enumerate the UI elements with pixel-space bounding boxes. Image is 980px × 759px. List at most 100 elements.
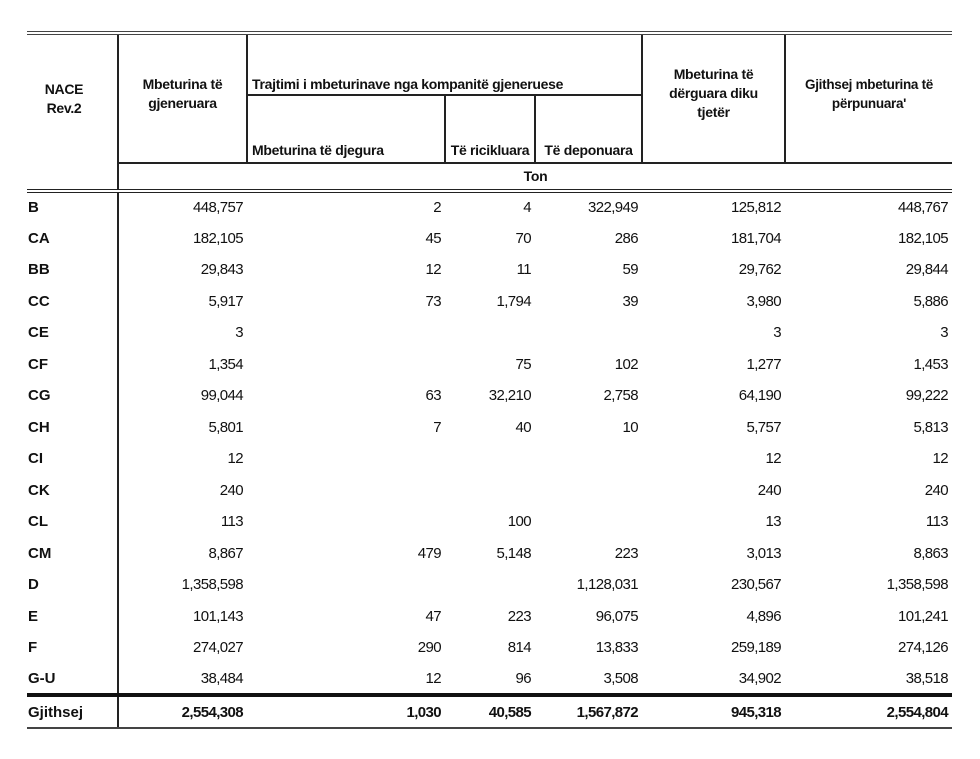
cell-recycled: 70 — [515, 229, 532, 247]
cell-burned — [247, 349, 445, 381]
cell-landfilled: 59 — [622, 261, 639, 279]
cell-generated: 101,143 — [117, 600, 247, 632]
cell-landfilled: 10 — [622, 418, 639, 436]
table-row: CA 182,105 45 70 286 181,704 182,105 — [27, 222, 952, 254]
cell-sent: 64,190 — [738, 387, 782, 405]
table-row: CG 99,044 63 32,210 2,758 64,190 99,222 — [27, 380, 952, 412]
cell-landfilled: 1,128,031 — [576, 576, 639, 594]
cell-burned: 2 — [433, 199, 441, 217]
cell-total: 8,863 — [913, 544, 949, 562]
cell-recycled — [445, 569, 535, 601]
row-code: CL — [28, 513, 48, 531]
cell-landfilled — [535, 443, 642, 475]
cell-burned — [247, 475, 445, 507]
row-code: CG — [28, 387, 51, 405]
cell-generated: 240 — [117, 474, 247, 506]
table-row: D 1,358,598 1,128,031 230,567 1,358,598 — [27, 569, 952, 601]
row-code: D — [28, 576, 39, 594]
cell-total: 1,453 — [913, 355, 949, 373]
cell-generated: 3 — [117, 317, 247, 349]
header-recycled: Të ricikluara — [444, 95, 535, 164]
cell-total: 12 — [932, 450, 949, 468]
header-nace: NACE Rev.2 — [27, 31, 118, 163]
cell-recycled — [445, 443, 535, 475]
cell-burned: 73 — [425, 292, 442, 310]
table-row: CK 240 240 240 — [27, 474, 952, 507]
header-treatment-group: Trajtimi i mbeturinave nga kompanitë gje… — [245, 31, 643, 96]
cell-recycled: 223 — [507, 607, 532, 625]
cell-landfilled: 1,567,872 — [535, 693, 643, 729]
cell-sent: 3,980 — [746, 292, 782, 310]
cell-generated: 5,917 — [117, 285, 247, 317]
total-row: Gjithsej 2,554,308 1,030 40,585 1,567,87… — [27, 693, 953, 729]
cell-sent: 181,704 — [730, 229, 782, 247]
cell-burned — [247, 443, 445, 475]
table-row: CF 1,354 75 102 1,277 1,453 — [27, 348, 952, 381]
cell-total: 1,358,598 — [886, 576, 949, 594]
cell-total: 182,105 — [897, 229, 949, 247]
cell-generated: 1,358,598 — [117, 569, 247, 601]
row-code: BB — [28, 261, 50, 279]
header-unit: Ton — [116, 163, 953, 193]
cell-landfilled — [535, 475, 642, 507]
row-code: CK — [28, 481, 50, 499]
cell-sent: 3,013 — [746, 544, 782, 562]
cell-sent: 34,902 — [738, 669, 782, 687]
table-row: CE 3 3 3 — [27, 317, 952, 349]
cell-recycled: 96 — [515, 669, 532, 687]
cell-total: 3 — [940, 324, 949, 342]
cell-landfilled — [535, 317, 642, 349]
cell-burned: 12 — [425, 669, 442, 687]
cell-recycled: 32,210 — [488, 387, 532, 405]
row-code: F — [28, 639, 38, 657]
cell-sent: 4,896 — [746, 607, 782, 625]
cell-total: 448,767 — [897, 199, 949, 217]
header-burned: Mbeturina të djegura — [246, 95, 445, 164]
cell-burned: 1,030 — [247, 693, 445, 729]
cell-recycled — [445, 475, 535, 507]
cell-total: 99,222 — [905, 387, 949, 405]
cell-total: 240 — [924, 481, 949, 499]
cell-recycled — [445, 317, 535, 349]
cell-landfilled — [535, 506, 642, 538]
cell-recycled: 40,585 — [445, 693, 535, 729]
cell-sent: 240 — [757, 481, 782, 499]
cell-burned: 45 — [425, 229, 442, 247]
cell-sent: 1,277 — [746, 355, 782, 373]
cell-total: 113 — [925, 513, 949, 531]
cell-recycled: 75 — [515, 355, 532, 373]
table-row: G-U 38,484 12 96 3,508 34,902 38,518 — [27, 663, 952, 695]
cell-burned: 479 — [417, 544, 442, 562]
cell-landfilled: 102 — [614, 355, 639, 373]
cell-generated: 29,843 — [117, 254, 247, 286]
header-total-processed: Gjithsej mbeturina të përpunuara' — [784, 31, 953, 164]
row-code: CC — [28, 292, 50, 310]
cell-total: 2,554,804 — [785, 693, 953, 729]
cell-landfilled: 13,833 — [595, 639, 639, 657]
row-code: Gjithsej — [27, 693, 118, 729]
table-row: CM 8,867 479 5,148 223 3,013 8,863 — [27, 537, 952, 569]
cell-burned: 7 — [433, 418, 441, 436]
table-row: F 274,027 290 814 13,833 259,189 274,126 — [27, 632, 952, 664]
cell-sent: 125,812 — [730, 199, 782, 217]
table-row: BB 29,843 12 11 59 29,762 29,844 — [27, 254, 952, 286]
cell-generated: 99,044 — [117, 380, 247, 412]
cell-total: 29,844 — [905, 261, 949, 279]
cell-generated: 12 — [117, 443, 247, 475]
row-code: G-U — [28, 669, 56, 687]
cell-total: 101,241 — [897, 607, 949, 625]
row-code: CM — [28, 544, 52, 562]
cell-generated: 274,027 — [117, 632, 247, 664]
header-landfilled: Të deponuara — [533, 95, 643, 164]
cell-generated: 182,105 — [117, 222, 247, 254]
cell-generated: 1,354 — [117, 348, 247, 380]
cell-recycled: 814 — [507, 639, 532, 657]
cell-sent: 945,318 — [642, 693, 786, 729]
cell-generated: 38,484 — [117, 663, 247, 695]
cell-sent: 29,762 — [738, 261, 782, 279]
cell-generated: 5,801 — [117, 411, 247, 443]
cell-recycled: 4 — [523, 199, 531, 217]
cell-burned — [247, 569, 445, 601]
cell-total: 5,886 — [913, 292, 949, 310]
cell-burned: 47 — [425, 607, 442, 625]
